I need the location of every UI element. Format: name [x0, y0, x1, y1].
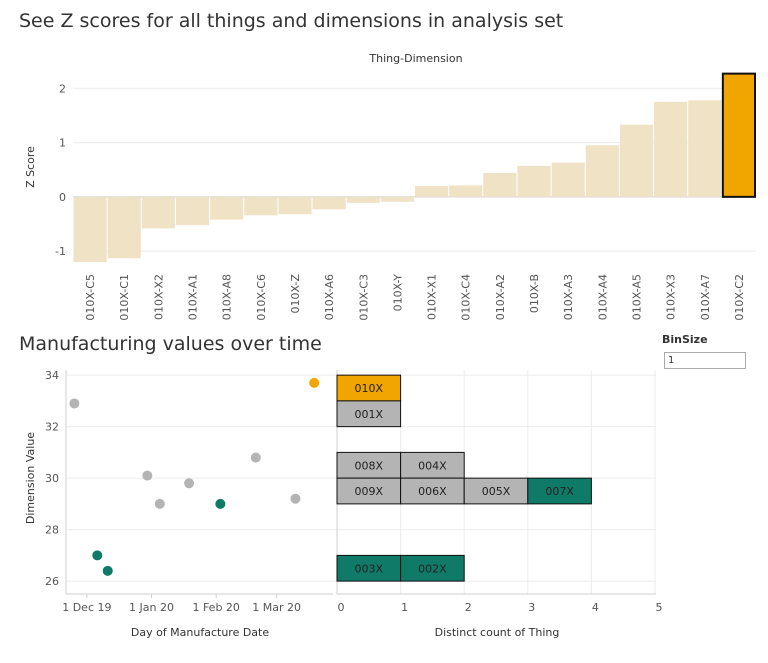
- x-axis-title-date: Day of Manufacture Date: [131, 626, 270, 639]
- x-tick-label: 010X-C2: [733, 274, 746, 321]
- x-tick-label: 010X-C1: [118, 274, 131, 321]
- scatter-point: [69, 398, 80, 409]
- x-tick-label: 010X-A8: [221, 274, 234, 320]
- thing-cell-label: 004X: [418, 459, 447, 472]
- thing-cell-003X: [336, 554, 402, 582]
- thing-cell-010X: [336, 374, 402, 402]
- bar-010X-A8: [210, 196, 244, 220]
- y-axis-title-dimension: Dimension Value: [24, 432, 37, 524]
- scatter-point: [92, 550, 103, 561]
- bar-010X-A2: [483, 172, 517, 197]
- x-tick-label: 010X-A7: [699, 274, 712, 320]
- x-tick-label: 010X-C3: [357, 274, 370, 321]
- thing-cell-007X: [527, 477, 592, 505]
- bar-010X-C4: [449, 185, 483, 197]
- thing-cell-008X: [336, 451, 402, 479]
- bar-010X-X2: [141, 196, 175, 229]
- bar-010X-A3: [551, 162, 585, 197]
- bar-010X-X1: [415, 186, 449, 197]
- bar-010X-C5: [73, 196, 107, 262]
- chart-title-zscores: See Z scores for all things and dimensio…: [19, 10, 564, 32]
- x-tick-label: 0: [338, 601, 345, 614]
- x-tick-label: 010X-B: [528, 274, 541, 313]
- x-tick-label: 010X-Y: [391, 274, 404, 312]
- x-tick-label: 4: [592, 601, 599, 614]
- thing-cell-001X: [336, 400, 402, 428]
- bar-010X-C6: [244, 196, 278, 216]
- y-tick-label: 32: [45, 421, 59, 434]
- y-tick-label: 1: [59, 137, 66, 150]
- x-tick-label: 1 Dec 19: [62, 601, 111, 614]
- x-tick-label: 010X-C4: [460, 274, 473, 321]
- x-tick-label: 1 Mar 20: [252, 601, 301, 614]
- scatter-point: [250, 452, 261, 463]
- binsize-input[interactable]: [664, 352, 746, 369]
- thing-cell-label: 010X: [355, 382, 384, 395]
- x-tick-label: 010X-X1: [426, 274, 439, 320]
- bar-010X-A7: [688, 100, 722, 197]
- x-tick-label: 1 Feb 20: [192, 601, 239, 614]
- thing-cell-label: 007X: [545, 485, 574, 498]
- binsize-label: BinSize: [662, 333, 708, 346]
- thing-cell-label: 002X: [418, 562, 447, 575]
- thing-cell-label: 009X: [355, 485, 384, 498]
- x-tick-label: 5: [656, 601, 663, 614]
- chart-title-manufacturing: Manufacturing values over time: [19, 333, 322, 355]
- y-tick-label: 0: [59, 191, 66, 204]
- thing-cell-label: 001X: [355, 408, 384, 421]
- thing-cell-label: 005X: [482, 485, 511, 498]
- thing-cell-005X: [463, 477, 529, 505]
- bar-010X-B: [517, 165, 551, 197]
- bar-010X-C3: [346, 196, 380, 203]
- y-tick-label: 28: [45, 524, 59, 537]
- x-tick-label: 010X-Z: [289, 274, 302, 314]
- x-tick-label: 010X-A1: [187, 274, 200, 320]
- x-tick-label: 010X-A2: [494, 274, 507, 320]
- y-tick-label: -1: [55, 245, 66, 258]
- x-axis-title-count: Distinct count of Thing: [435, 626, 560, 639]
- bar-010X-A1: [175, 196, 210, 226]
- x-tick-label: 010X-X2: [152, 274, 165, 320]
- y-tick-label: 30: [45, 472, 59, 485]
- x-tick-label: 010X-X3: [665, 274, 678, 320]
- x-tick-label: 010X-A5: [630, 274, 643, 320]
- thing-cell-002X: [400, 554, 465, 582]
- thing-cell-label: 003X: [355, 562, 384, 575]
- scatter-point: [154, 498, 165, 509]
- scatter-point: [290, 493, 301, 504]
- x-tick-label: 010X-C6: [255, 274, 268, 321]
- bar-010X-Y: [380, 196, 414, 202]
- bar-010X-Z: [278, 196, 312, 215]
- scatter-point: [102, 565, 113, 576]
- thing-cell-label: 008X: [355, 459, 384, 472]
- y-tick-label: 26: [45, 575, 59, 588]
- bar-010X-X3: [654, 101, 688, 197]
- scatter-point: [184, 478, 195, 489]
- y-tick-label: 34: [45, 369, 59, 382]
- x-tick-label: 1 Jan 20: [129, 601, 174, 614]
- scatter-point: [215, 498, 226, 509]
- x-tick-label: 3: [528, 601, 535, 614]
- y-axis-title: Z Score: [24, 146, 37, 188]
- column-header-thing-dimension: Thing-Dimension: [368, 52, 462, 65]
- x-tick-label: 010X-A4: [596, 274, 609, 320]
- scatter-point: [142, 470, 153, 481]
- x-tick-label: 010X-A3: [562, 274, 575, 320]
- bar-010X-C2: [721, 72, 756, 198]
- bar-010X-A6: [312, 196, 346, 210]
- x-tick-label: 010X-C5: [84, 274, 97, 321]
- bar-010X-A4: [585, 145, 619, 197]
- x-tick-label: 010X-A6: [323, 274, 336, 320]
- bar-010X-C1: [107, 196, 141, 259]
- scatter-point: [309, 377, 320, 388]
- x-tick-label: 1: [401, 601, 408, 614]
- y-tick-label: 2: [59, 82, 66, 95]
- thing-cell-006X: [400, 477, 465, 505]
- thing-cell-009X: [336, 477, 402, 505]
- x-tick-label: 2: [465, 601, 472, 614]
- bar-010X-A5: [619, 124, 654, 197]
- thing-cell-label: 006X: [418, 485, 447, 498]
